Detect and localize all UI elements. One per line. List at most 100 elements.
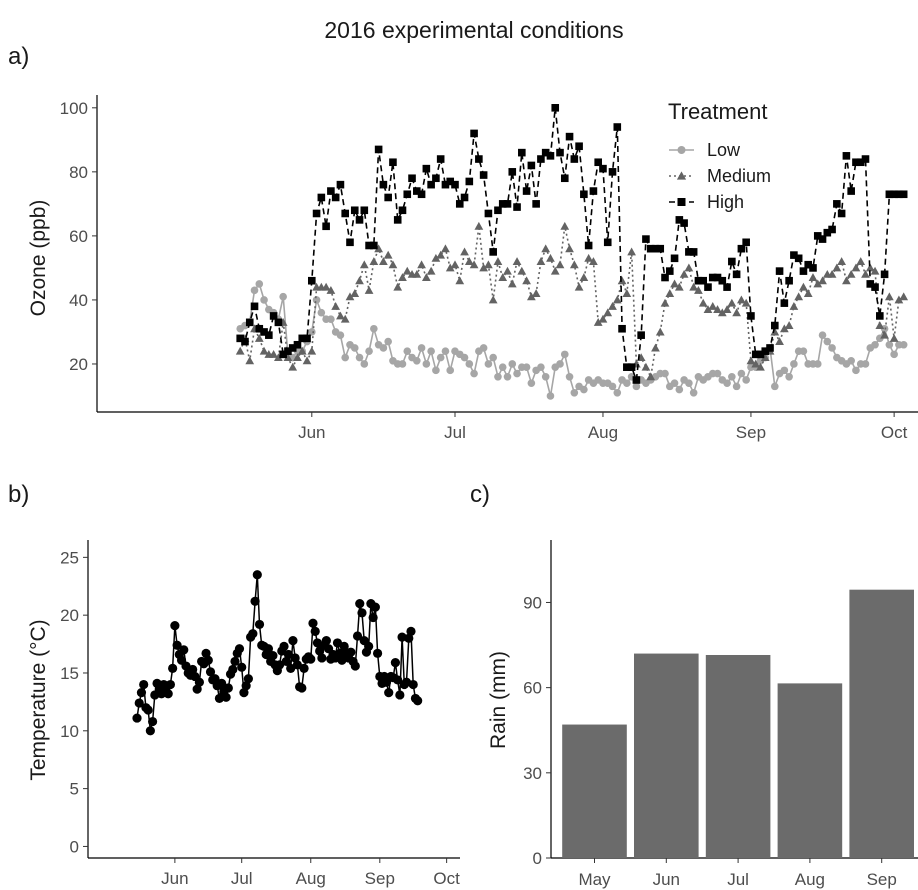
ozone-point-low xyxy=(871,340,879,349)
ozone-point-medium xyxy=(727,298,737,307)
ozone-point-medium xyxy=(388,260,398,269)
ozone-point-high xyxy=(532,200,540,208)
ozone-point-high xyxy=(623,363,631,371)
ozone-point-medium xyxy=(321,282,331,291)
temperature-point-series xyxy=(393,675,403,685)
ozone-point-low xyxy=(446,366,455,375)
panel-b-temperature-chart: b) Temperature (°C) 0 5 10 15 20 25 Jun Jul Aug S… xyxy=(8,481,460,888)
ozone-point-medium xyxy=(393,282,403,291)
ozone-point-low xyxy=(513,369,521,378)
ozone-point-medium xyxy=(694,285,703,294)
ozone-point-medium xyxy=(254,333,264,342)
temperature-point-series xyxy=(170,620,180,631)
ozone-line-high xyxy=(239,107,904,381)
ozone-point-medium xyxy=(732,308,741,317)
ozone-point-high xyxy=(689,248,698,256)
rain-y-tick-label: 60 xyxy=(523,679,542,698)
ozone-point-high xyxy=(288,344,297,352)
ozone-point-high xyxy=(780,299,789,307)
ozone-point-medium xyxy=(450,260,460,269)
ozone-point-high xyxy=(408,174,416,183)
ozone-point-high xyxy=(312,209,321,218)
ozone-point-medium xyxy=(398,273,407,282)
ozone-point-medium xyxy=(245,356,255,365)
ozone-point-medium xyxy=(484,260,493,269)
ozone-x-tick-label: Oct xyxy=(881,423,908,442)
ozone-point-medium xyxy=(503,266,512,275)
ozone-point-low xyxy=(422,360,431,368)
ozone-point-low xyxy=(723,379,731,387)
ozone-point-medium xyxy=(751,359,761,368)
ozone-x-tick-label: Jul xyxy=(444,423,466,442)
temperature-point-series xyxy=(230,656,240,667)
ozone-point-high xyxy=(527,161,536,170)
ozone-point-high xyxy=(761,347,770,355)
temperature-point-series xyxy=(372,648,383,658)
ozone-point-medium xyxy=(498,273,508,282)
temperature-point-series xyxy=(143,705,153,715)
ozone-point-medium xyxy=(569,260,579,269)
ozone-point-high xyxy=(446,177,455,186)
ozone-point-low xyxy=(570,388,579,397)
temperature-point-series xyxy=(339,641,349,651)
ozone-point-high xyxy=(685,248,693,256)
ozone-point-medium xyxy=(799,282,808,291)
ozone-point-medium xyxy=(526,292,536,301)
ozone-point-medium xyxy=(235,346,245,355)
temperature-point-series xyxy=(357,608,367,618)
temperature-point-series xyxy=(390,657,401,668)
temperature-point-series xyxy=(252,570,262,580)
ozone-point-low xyxy=(623,379,631,387)
ozone-point-medium xyxy=(436,250,446,259)
ozone-point-low xyxy=(537,363,545,371)
ozone-point-low xyxy=(608,382,617,391)
ozone-point-high xyxy=(852,158,860,167)
ozone-point-low xyxy=(317,308,326,317)
ozone-point-high xyxy=(589,187,598,195)
ozone-point-high xyxy=(756,350,765,359)
ozone-point-medium xyxy=(297,346,307,355)
ozone-point-low xyxy=(370,324,378,333)
ozone-point-high xyxy=(498,200,507,208)
ozone-point-medium xyxy=(512,257,522,266)
temperature-x-tick-label: Aug xyxy=(296,869,326,888)
ozone-point-low xyxy=(498,363,507,371)
ozone-point-low xyxy=(742,376,750,384)
ozone-point-medium xyxy=(884,292,894,301)
ozone-point-medium xyxy=(856,257,866,266)
temperature-point-series xyxy=(290,653,300,663)
ozone-point-medium xyxy=(612,295,622,304)
ozone-point-medium xyxy=(760,353,770,362)
ozone-point-medium xyxy=(808,273,818,282)
ozone-point-medium xyxy=(641,362,651,371)
ozone-point-low xyxy=(360,360,369,368)
ozone-point-high xyxy=(813,232,822,240)
ozone-y-tick-label: 20 xyxy=(69,355,88,374)
ozone-point-low xyxy=(365,347,373,355)
ozone-point-medium xyxy=(364,285,374,294)
ozone-point-high xyxy=(556,148,564,157)
ozone-x-tick-label: Aug xyxy=(588,423,618,442)
ozone-point-low xyxy=(432,366,440,375)
rain-bar-may xyxy=(562,724,627,858)
ozone-point-low xyxy=(728,372,736,381)
ozone-point-high xyxy=(785,276,793,285)
ozone-point-medium xyxy=(293,353,302,362)
ozone-point-high xyxy=(899,190,908,199)
ozone-point-high xyxy=(708,273,717,282)
ozone-point-low xyxy=(465,360,474,368)
ozone-point-high xyxy=(360,206,369,215)
ozone-point-high xyxy=(842,152,851,160)
temperature-point-series xyxy=(210,674,220,684)
ozone-point-medium xyxy=(584,253,594,262)
ozone-point-high xyxy=(508,168,517,176)
ozone-point-low xyxy=(417,344,426,352)
ozone-point-medium xyxy=(865,263,875,272)
ozone-x-tick-label: Sep xyxy=(736,423,766,442)
rain-x-tick-label: Jun xyxy=(653,870,680,889)
ozone-point-high xyxy=(723,283,731,291)
ozone-point-high xyxy=(833,200,841,208)
ozone-point-high xyxy=(327,187,335,195)
ozone-point-medium xyxy=(775,337,784,346)
